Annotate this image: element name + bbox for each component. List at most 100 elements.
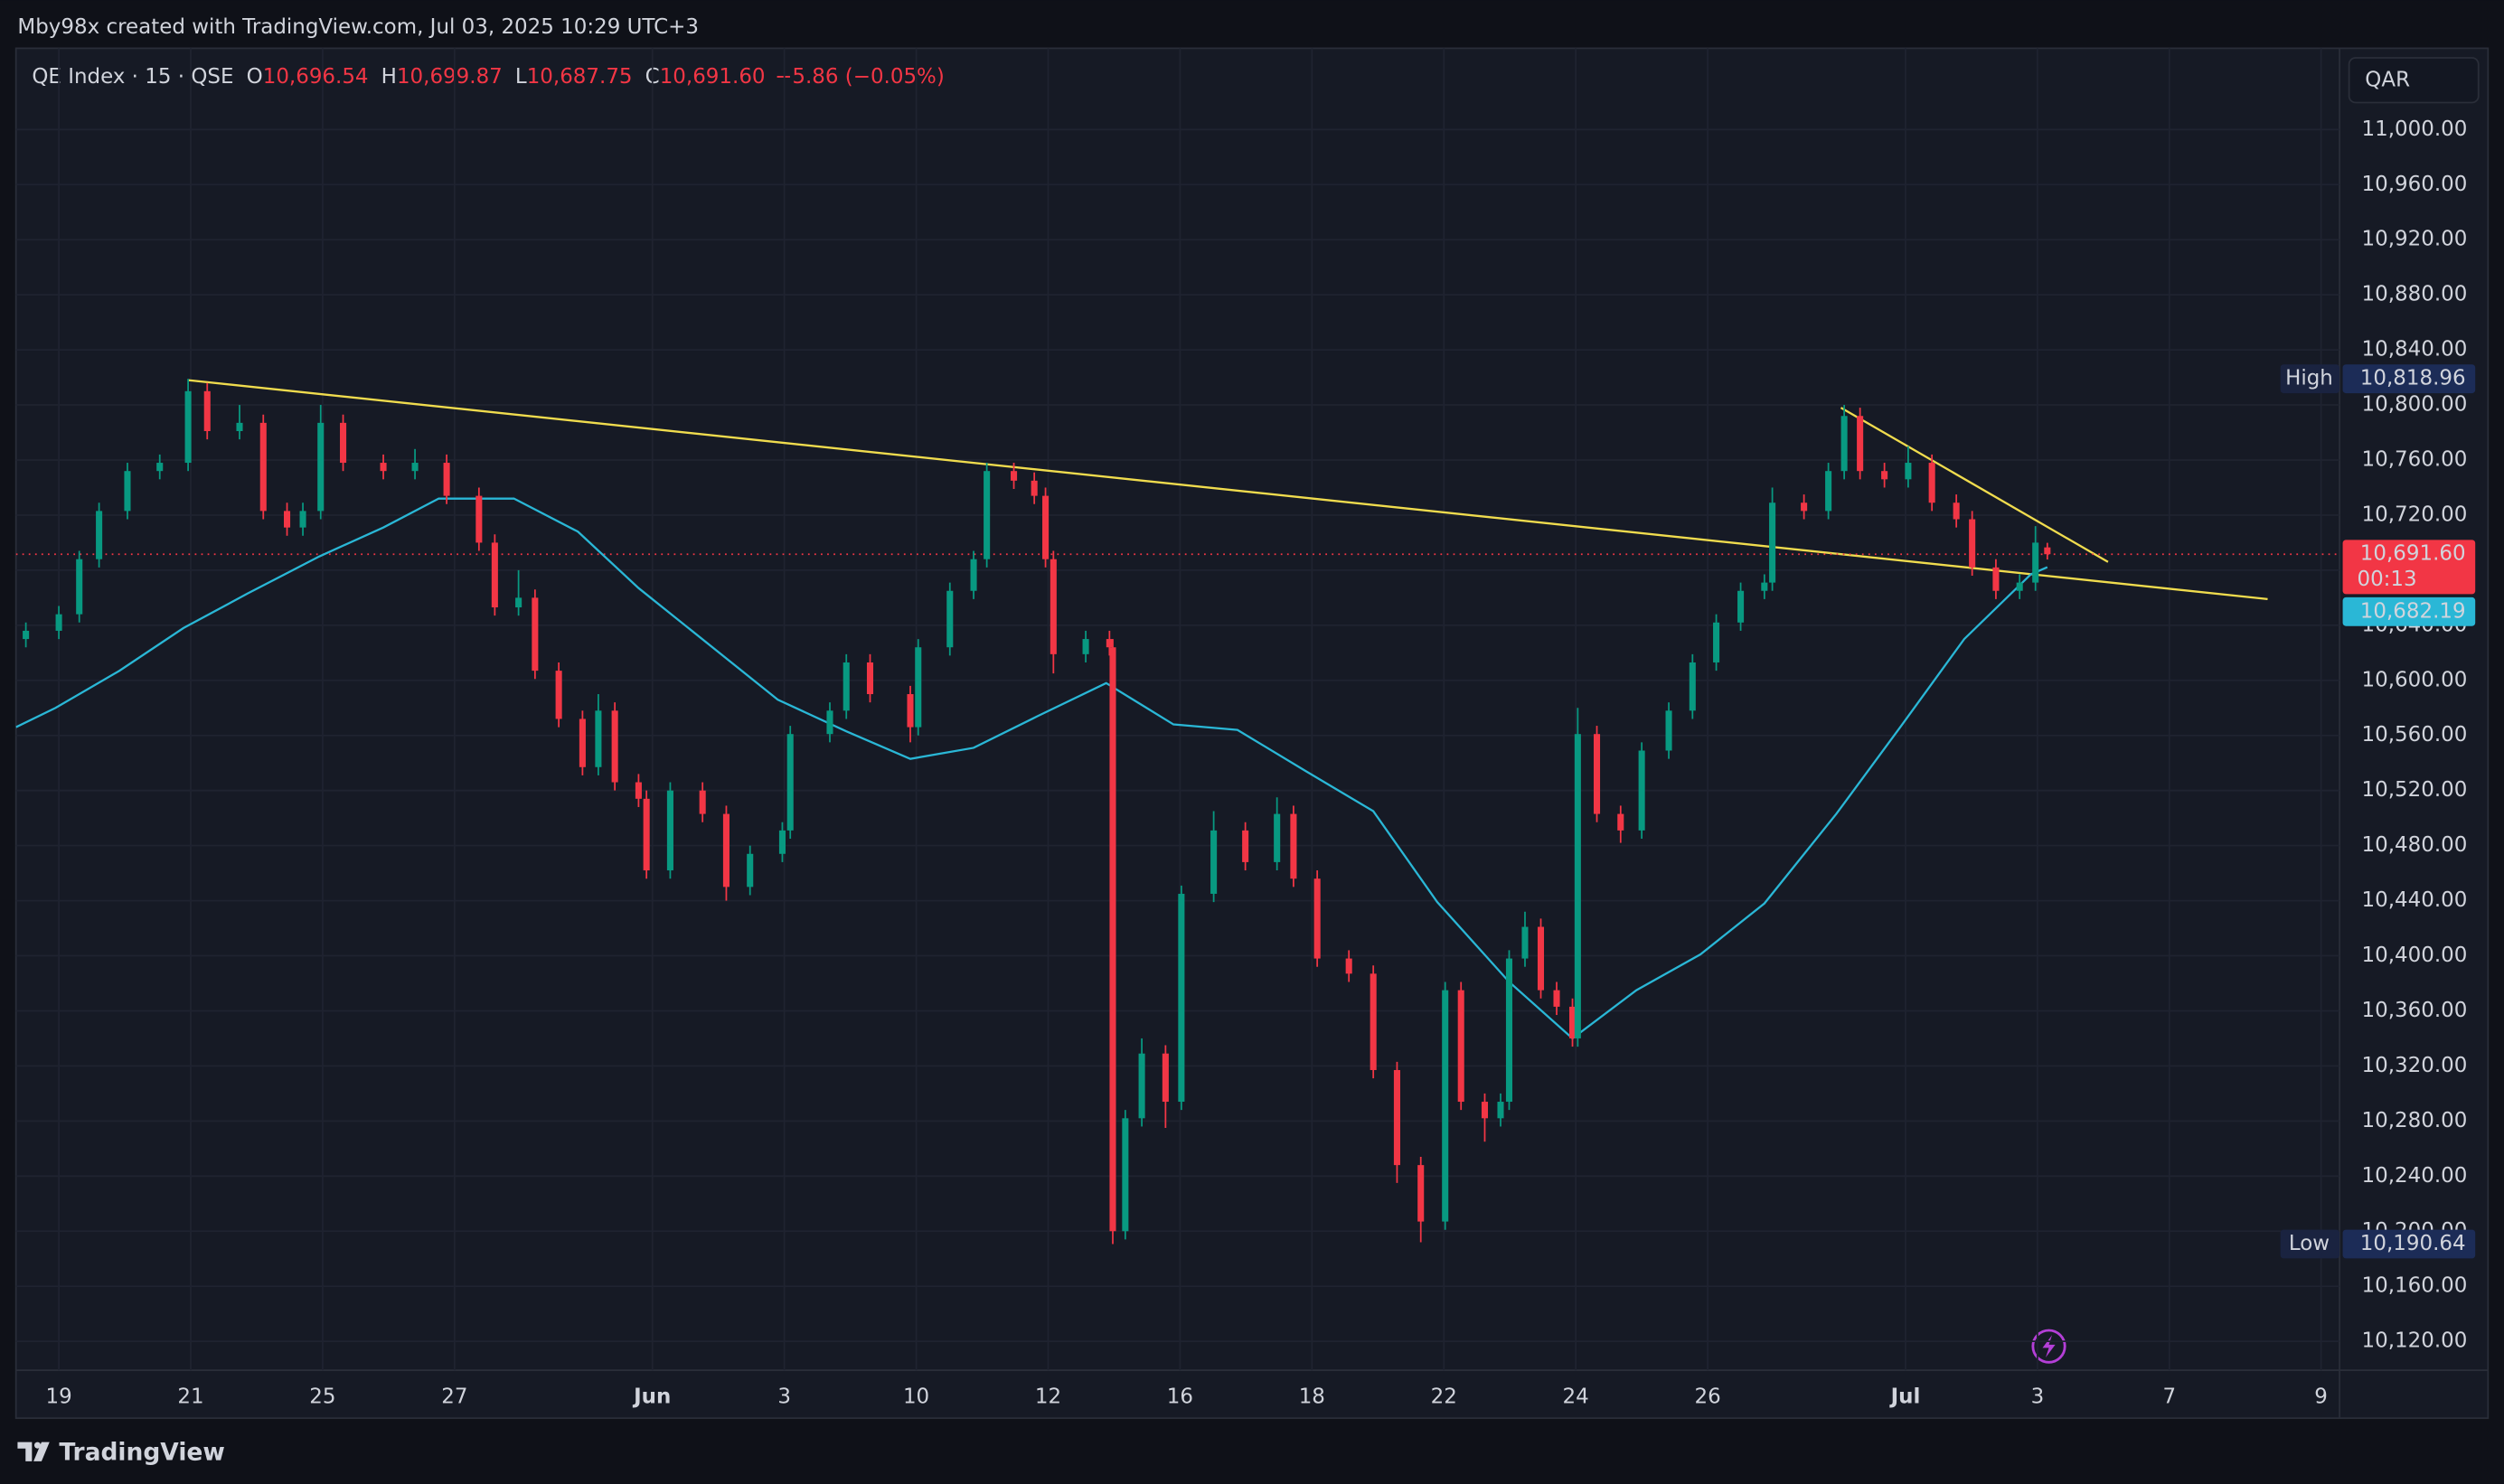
candle [76,550,83,623]
candle-body [23,630,30,640]
ohlc-key: O [247,65,263,89]
candle-body [1242,830,1249,862]
candle-body [1393,1069,1400,1166]
y-tick-label: 10,880.00 [2362,283,2468,306]
candle [1857,408,1864,480]
candle-body [915,647,922,728]
candle [2016,574,2023,599]
symbol-legend: QE Index · 15 · QSE O10,696.54 H10,699.87 L… [32,65,945,89]
candle [1505,950,1513,1111]
currency-button[interactable] [2348,57,2480,104]
logo-mark [17,1442,50,1461]
y-tick-label: 10,160.00 [2362,1274,2468,1298]
x-tick-label: 18 [1299,1385,1325,1409]
candle-body [1857,416,1864,472]
ma-price-box [2342,596,2476,626]
candle [515,569,522,616]
alert-icon[interactable] [2031,1329,2066,1364]
candle [1825,463,1832,520]
candle [1638,742,1645,840]
candle-body [747,853,754,888]
candle [1593,726,1601,822]
candle-body [778,830,786,854]
candle-body [555,671,562,719]
candle-body [1593,734,1601,814]
candle-body [595,710,602,767]
symbol: QE Index · 15 · QSE [32,65,233,89]
y-tick-label: 10,240.00 [2362,1164,2468,1188]
candle [786,726,794,840]
last-price: 10,691.60 [2360,542,2466,566]
candle [1042,487,1050,568]
candle [283,502,291,536]
candle-body [1953,502,1960,520]
chart-pane [14,47,2490,1420]
candle-body [1737,590,1745,623]
candle [259,414,267,520]
candle-body [1521,926,1529,959]
alert-circle[interactable] [2031,1329,2066,1364]
candle [1713,614,1720,672]
ohlc-value: 10,691.60 [660,65,766,89]
candle-body [1122,1118,1129,1232]
candle [970,550,977,599]
candle [1801,494,1808,520]
x-tick-label: Jul [1889,1385,1921,1409]
candle-body [184,390,192,464]
candle [1393,1061,1400,1183]
candle-body [1442,990,1449,1222]
candle [1011,463,1018,489]
candle-body [96,511,103,559]
candle-body [2044,547,2051,555]
y-tick-label: 10,280.00 [2362,1109,2468,1132]
candle-body [259,422,267,512]
candle-body [515,597,522,608]
x-tick-label: 3 [2031,1385,2045,1409]
candle [23,622,30,648]
candle [184,379,192,472]
alert-bolt[interactable] [2042,1335,2056,1358]
ohlc-value: 10,687.75 [527,65,633,89]
candle-body [1769,502,1776,583]
candle [1178,885,1185,1111]
candle-body [946,590,954,648]
name-box [2280,1229,2340,1259]
candle [1928,454,1935,512]
x-tick-label: 12 [1035,1385,1061,1409]
candle-body [2016,582,2023,591]
currency[interactable]: QAR [2365,68,2410,91]
last-price-box [2342,540,2476,595]
candle-body [156,463,164,472]
candle [380,454,387,480]
candle [1521,911,1529,967]
candle-body [532,597,539,672]
candle-body [124,471,131,512]
candle-body [1138,1053,1145,1119]
candle [1568,998,1577,1047]
candle [317,405,325,520]
brand: TradingView [59,1439,224,1467]
candle-body [722,813,730,888]
candle [203,382,211,440]
x-tick-label: 19 [45,1385,71,1409]
y-tick-label: 10,480.00 [2362,833,2468,857]
candle-body [1313,878,1321,959]
candle-body [411,463,419,472]
price-label-name: High [2285,367,2333,390]
candle-body [1840,416,1848,472]
x-tick-label: 25 [309,1385,335,1409]
candle-body [491,542,498,608]
candle [1313,870,1321,967]
candle [843,653,850,719]
candle-body [1210,830,1218,894]
candle [1574,708,1581,1047]
y-tick-label: 10,440.00 [2362,888,2468,912]
x-tick-label: 22 [1431,1385,1457,1409]
candle [1665,702,1672,759]
candle [826,702,833,743]
value-box [2342,1229,2476,1259]
candle [1953,494,1960,528]
candle [475,487,483,551]
candle [1109,639,1116,1244]
candle-body [1665,710,1672,751]
